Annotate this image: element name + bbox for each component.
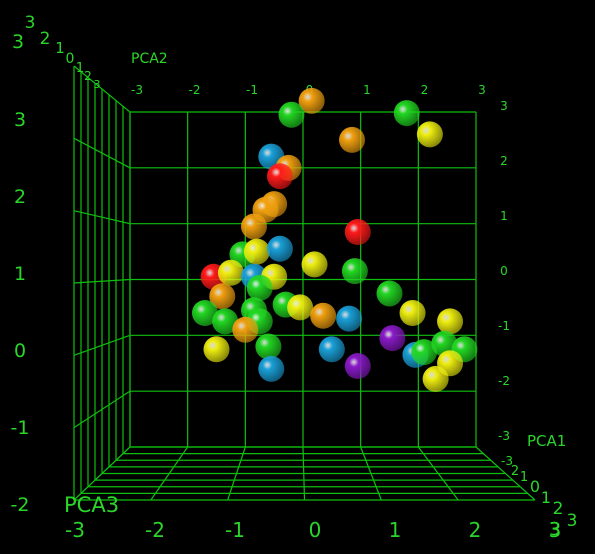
floor-grid-v [150,446,189,501]
left-grid-h [73,210,131,225]
point-22 [209,283,236,310]
point-2 [393,100,420,127]
depth-tick-bottom: 3 [549,519,560,540]
depth-tick-top: 3 [94,78,101,91]
floor-grid-v [73,446,131,501]
point-36 [255,333,282,360]
left-grid-h [73,334,131,356]
depth-tick-bottom: 3 [567,511,578,531]
depth-tick-top: 2 [84,69,92,83]
x-tick-bottom: 0 [309,518,322,542]
depth-tick-bottom: 2 [511,464,519,479]
floor-grid-v [302,446,306,501]
point-4 [339,126,366,153]
point-23 [246,274,273,301]
point-0 [298,87,325,114]
point-35 [379,325,406,352]
x-tick-top: -2 [189,83,201,97]
point-27 [336,305,363,332]
depth-tick-top: 3 [12,31,24,53]
x-tick-top: -3 [131,83,143,97]
floor-grid-v [417,446,459,501]
point-11 [344,219,371,246]
depth-tick-top: 2 [40,29,51,49]
point-40 [431,330,458,357]
depth-tick-top: 3 [25,13,36,33]
point-28 [399,300,426,326]
point-45 [344,353,371,380]
depth-tick-bottom: -3 [501,454,513,468]
point-29 [191,300,218,326]
point-38 [318,336,345,363]
y-tick-right: 0 [500,264,508,278]
depth-tick-bottom: 0 [530,477,540,496]
z-axis-label: PCA3 [64,493,119,517]
point-14 [266,235,293,262]
depth-tick-bottom: 1 [520,470,528,485]
point-42 [411,339,438,366]
z-tick-left: 2 [14,186,26,208]
y-tick-right: 3 [500,99,508,113]
point-3 [416,121,443,148]
point-1 [278,101,305,128]
z-tick-left: 0 [14,340,26,362]
left-grid-h [73,278,131,284]
floor-grid-v [360,446,382,501]
grid [73,65,536,501]
x-tick-bottom: 3 [549,518,562,542]
x-tick-bottom: -1 [225,518,245,542]
point-7 [266,163,293,190]
x-tick-top: 2 [421,83,429,97]
depth-tick-bottom: 2 [553,499,564,519]
point-30 [212,308,239,335]
tick-labels: -3-2-10123-3-2-101233210-1-2-33210-1-2-3… [11,13,578,542]
depth-tick-bottom: 1 [541,488,551,507]
y-tick-right: -1 [498,319,510,333]
x-tick-bottom: -3 [65,518,85,542]
point-10 [240,213,267,240]
x-tick-bottom: -2 [145,518,165,542]
point-34 [437,308,464,335]
y-tick-right: 1 [500,209,508,223]
z-tick-left: -1 [11,417,30,439]
x-tick-bottom: 1 [389,518,402,542]
y-tick-right: 2 [500,154,508,168]
point-25 [287,294,314,321]
point-18 [217,259,244,286]
depth-tick-top: 0 [66,51,75,67]
z-tick-left: -2 [11,494,30,516]
depth-tick-top: 1 [76,61,84,76]
point-44 [422,365,449,392]
x-tick-bottom: 2 [469,518,482,542]
left-grid-h [73,390,131,429]
point-21 [376,280,403,307]
point-16 [341,258,368,285]
point-13 [243,238,270,265]
point-46 [258,355,285,382]
y-tick-right: -3 [498,429,510,443]
z-tick-left: 3 [14,109,26,131]
depth-tick-top: 1 [55,39,65,57]
point-15 [301,251,328,278]
y-tick-right: -2 [498,374,510,388]
x-tick-top: -1 [246,83,258,97]
point-33 [232,316,259,343]
left-grid-h [73,65,131,113]
point-26 [310,302,337,329]
data-points [191,87,478,392]
x-tick-top: 3 [478,83,486,97]
y-axis-label: PCA2 [131,51,168,67]
floor-grid-v [227,446,246,501]
left-grid-h [73,137,131,169]
x-axis-label: PCA1 [527,432,566,450]
point-37 [203,336,230,363]
z-tick-left: 1 [14,263,26,285]
floor-grid-v [475,446,536,501]
x-tick-top: 1 [363,83,371,97]
